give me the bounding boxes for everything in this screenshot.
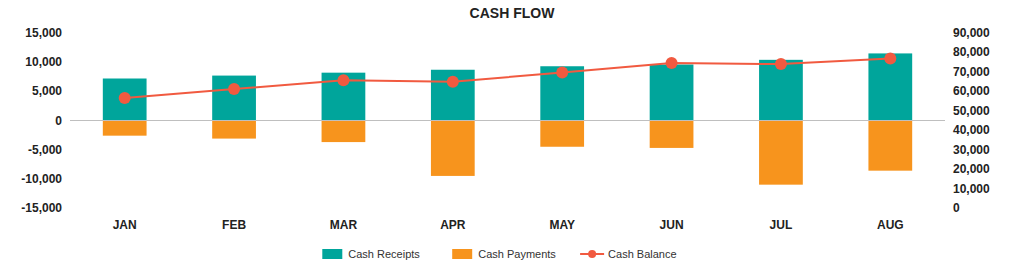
y2-tick-label: 70,000 <box>953 65 990 79</box>
y-tick <box>67 149 70 150</box>
y-tick <box>67 178 70 179</box>
y2-tick <box>945 188 948 189</box>
marker <box>775 58 787 70</box>
y2-tick-label: 0 <box>953 201 960 215</box>
y-tick <box>67 91 70 92</box>
y2-tick-label: 90,000 <box>953 26 990 40</box>
marker <box>337 74 349 86</box>
bar <box>868 121 912 171</box>
bar <box>868 53 912 120</box>
legend-label: Cash Receipts <box>348 248 420 260</box>
y-tick-label: 15,000 <box>25 26 62 40</box>
y2-tick <box>945 52 948 53</box>
y2-tick <box>945 33 948 34</box>
marker <box>556 66 568 78</box>
title: CASH FLOW <box>470 5 556 21</box>
y2-tick <box>945 91 948 92</box>
marker <box>666 57 678 69</box>
zero-line <box>70 120 945 121</box>
line <box>125 58 891 97</box>
y2-tick-label: 20,000 <box>953 162 990 176</box>
bar <box>759 121 803 185</box>
y-tick-label: 10,000 <box>25 55 62 69</box>
marker <box>884 52 896 64</box>
y2-tick <box>945 130 948 131</box>
y2-tick-label: 50,000 <box>953 104 990 118</box>
y2-tick <box>945 149 948 150</box>
bar <box>650 121 694 148</box>
x-tick-label: AUG <box>877 218 904 232</box>
y2-tick-label: 30,000 <box>953 143 990 157</box>
y-tick <box>67 208 70 209</box>
legend-marker <box>588 250 596 258</box>
y2-tick-label: 80,000 <box>953 45 990 59</box>
legend: Cash Receipts Cash Payments Cash Balance <box>322 248 676 260</box>
bar <box>431 121 475 176</box>
legend-label: Cash Payments <box>478 248 556 260</box>
bar <box>431 70 475 121</box>
x-tick-label: JUN <box>660 218 684 232</box>
plot-area <box>103 52 912 184</box>
y-tick-label: -15,000 <box>21 201 62 215</box>
x-tick-label: FEB <box>222 218 246 232</box>
y2-tick-label: 40,000 <box>953 123 990 137</box>
y-tick-label: 0 <box>55 114 62 128</box>
bar <box>103 79 147 121</box>
x-tick-label: APR <box>440 218 466 232</box>
y-tick-label: 5,000 <box>32 84 62 98</box>
x-tick-label: MAY <box>549 218 575 232</box>
bar <box>322 121 366 143</box>
y2-tick <box>945 71 948 72</box>
x-tick-label: MAR <box>330 218 358 232</box>
y2-tick <box>945 110 948 111</box>
y-tick <box>67 33 70 34</box>
bar <box>650 65 694 121</box>
bar <box>212 76 256 121</box>
y-tick-label: -10,000 <box>21 172 62 186</box>
y2-tick <box>945 208 948 209</box>
y-tick-label: -5,000 <box>28 143 62 157</box>
legend-swatch <box>322 249 342 259</box>
y2-tick-label: 10,000 <box>953 182 990 196</box>
bar <box>212 121 256 139</box>
chart: CASH FLOW -15,000 -10,000 -5,000 0 5,000 10,00… <box>0 0 1024 269</box>
bar <box>103 121 147 136</box>
y2-tick <box>945 169 948 170</box>
bar <box>540 121 584 147</box>
y-tick <box>67 120 70 121</box>
marker <box>119 92 131 104</box>
legend-swatch <box>452 249 472 259</box>
marker <box>447 76 459 88</box>
x-tick-label: JAN <box>113 218 137 232</box>
legend-label: Cash Balance <box>608 248 677 260</box>
marker <box>228 83 240 95</box>
y2-tick-label: 60,000 <box>953 84 990 98</box>
y-tick <box>67 62 70 63</box>
x-tick-label: JUL <box>770 218 793 232</box>
